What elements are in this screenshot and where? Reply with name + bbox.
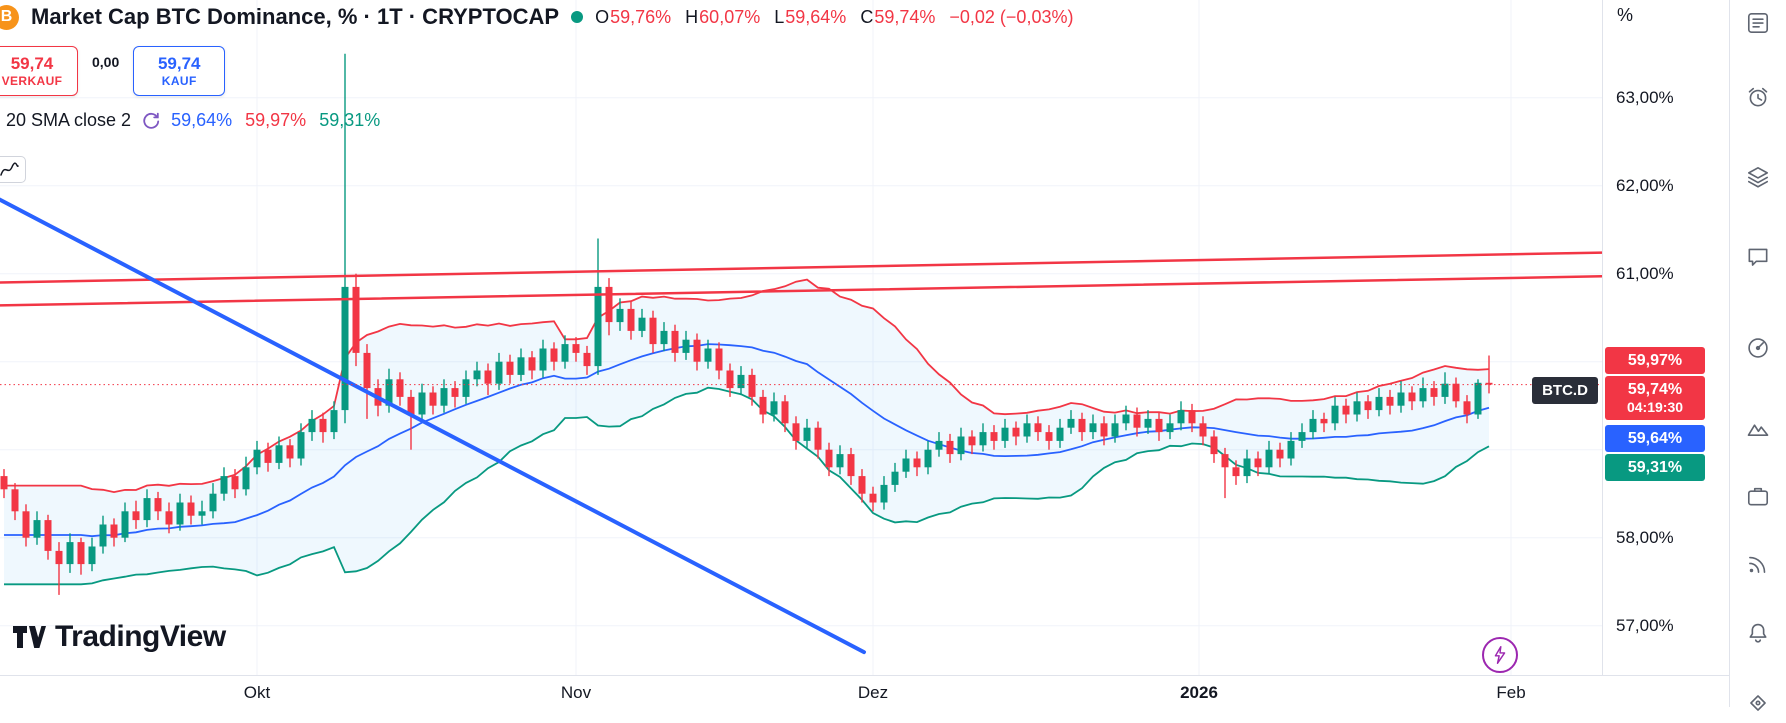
basis-price-label: 59,64% bbox=[1605, 425, 1705, 452]
ohlc-values: O 59,76% H 60,07% L 59,64% C 59,74% −0,02 (−… bbox=[595, 7, 1073, 28]
price-tick: 62,00% bbox=[1616, 175, 1674, 195]
last-price-value: 59,74% bbox=[1627, 381, 1683, 398]
chart-pane[interactable]: B Market Cap BTC Dominance, % · 1T · CRY… bbox=[0, 0, 1602, 675]
indicator-legend[interactable]: 20 SMA close 2 59,64% 59,97% 59,31% bbox=[6, 110, 380, 131]
watchlist-button[interactable] bbox=[1738, 3, 1778, 43]
buy-label: KAUF bbox=[161, 74, 197, 88]
layers-button[interactable] bbox=[1738, 157, 1778, 197]
low-label: L bbox=[774, 6, 785, 27]
symbol-legend: B Market Cap BTC Dominance, % · 1T · CRY… bbox=[0, 4, 1073, 30]
symbol-title[interactable]: Market Cap BTC Dominance, % · 1T · CRYPT… bbox=[31, 4, 560, 29]
time-tick: 2026 bbox=[1180, 683, 1218, 702]
refresh-icon bbox=[141, 111, 161, 131]
indicator-name: 20 SMA close 2 bbox=[6, 110, 132, 130]
symbol-price-tag: BTC.D bbox=[1532, 377, 1598, 404]
indicator-value: 59,97% bbox=[245, 110, 307, 130]
indicator-value: 59,64% bbox=[171, 110, 233, 130]
bitcoin-icon: B bbox=[0, 4, 19, 30]
price-tick: 61,00% bbox=[1616, 263, 1674, 283]
tradingview-logo-text: TradingView bbox=[55, 620, 226, 653]
trade-buttons: 59,74 VERKAUF 0,00 59,74 KAUF bbox=[0, 46, 226, 96]
ideas-mountain-icon bbox=[1747, 424, 1769, 436]
lower-band-price-label: 59,31% bbox=[1605, 454, 1705, 481]
price-tick: 57,00% bbox=[1616, 615, 1674, 635]
time-tick: Dez bbox=[857, 683, 889, 702]
chat-button[interactable] bbox=[1738, 237, 1778, 277]
layers-icon bbox=[1747, 166, 1769, 188]
time-tick: Okt bbox=[243, 683, 271, 702]
chat-icon bbox=[1748, 248, 1768, 266]
collapsed-legend[interactable] bbox=[0, 156, 26, 183]
high-value: 60,07% bbox=[699, 6, 761, 27]
high-label: H bbox=[685, 6, 699, 27]
ideas-mountain-button[interactable] bbox=[1738, 408, 1778, 448]
notifications-bell-icon bbox=[1749, 623, 1767, 643]
watchlist-icon bbox=[1747, 12, 1769, 34]
gauge-icon bbox=[1748, 338, 1768, 358]
feed-rss-button[interactable] bbox=[1738, 544, 1778, 584]
indicator-values: 59,64% 59,97% 59,31% bbox=[171, 110, 380, 131]
tradingview-logo-mark bbox=[13, 626, 46, 648]
right-toolbar bbox=[1729, 0, 1786, 711]
feed-rss-icon bbox=[1749, 556, 1766, 573]
price-tick: 58,00% bbox=[1616, 527, 1674, 547]
chart-canvas[interactable] bbox=[0, 0, 1602, 675]
close-value: 59,74% bbox=[874, 6, 936, 27]
time-tick: Nov bbox=[560, 683, 592, 702]
price-axis[interactable]: % 63,00% 62,00% 61,00% 58,00% 57,00% 59,97% … bbox=[1602, 0, 1729, 675]
open-value: 59,76% bbox=[610, 6, 672, 27]
market-status-icon bbox=[571, 11, 584, 23]
spread-value: 0,00 bbox=[92, 54, 120, 70]
sell-price: 59,74 bbox=[10, 53, 54, 73]
object-tree-icon bbox=[1750, 695, 1766, 711]
lightning-icon bbox=[1494, 645, 1506, 665]
price-tick: 63,00% bbox=[1616, 87, 1674, 107]
bar-countdown: 04:19:30 bbox=[1626, 399, 1684, 416]
tradingview-logo[interactable]: TradingView bbox=[12, 620, 226, 654]
buy-price: 59,74 bbox=[157, 53, 201, 73]
price-axis-unit[interactable]: % bbox=[1617, 5, 1634, 25]
time-axis[interactable]: Okt Nov Dez 2026 Feb bbox=[0, 675, 1729, 707]
sell-label: VERKAUF bbox=[1, 74, 63, 88]
close-label: C bbox=[860, 6, 874, 27]
open-label: O bbox=[595, 6, 610, 27]
gauge-button[interactable] bbox=[1738, 328, 1778, 368]
notifications-bell-button[interactable] bbox=[1738, 613, 1778, 653]
indicator-value: 59,31% bbox=[319, 110, 381, 130]
change-value: −0,02 (−0,03%) bbox=[949, 6, 1074, 27]
alerts-clock-icon bbox=[1748, 87, 1768, 107]
object-tree-button[interactable] bbox=[1738, 683, 1778, 723]
briefcase-button[interactable] bbox=[1738, 476, 1778, 516]
squiggle-icon bbox=[0, 162, 19, 176]
lightning-button[interactable] bbox=[1482, 637, 1518, 673]
upper-band-price-label: 59,97% bbox=[1605, 347, 1705, 374]
low-value: 59,64% bbox=[785, 6, 847, 27]
briefcase-icon bbox=[1747, 487, 1769, 506]
last-price-label: 59,74% 04:19:30 bbox=[1605, 376, 1705, 420]
sell-button[interactable]: 59,74 VERKAUF bbox=[0, 46, 78, 96]
alerts-clock-button[interactable] bbox=[1738, 77, 1778, 117]
time-tick: Feb bbox=[1496, 683, 1526, 702]
buy-button[interactable]: 59,74 KAUF bbox=[133, 46, 226, 96]
